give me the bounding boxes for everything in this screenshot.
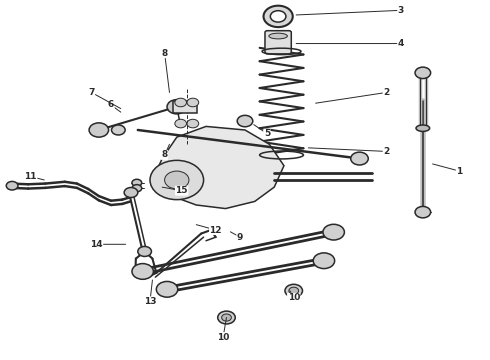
Circle shape <box>187 119 199 128</box>
Text: 3: 3 <box>296 6 404 15</box>
Circle shape <box>323 224 344 240</box>
Circle shape <box>187 98 199 107</box>
Text: 1: 1 <box>433 164 463 176</box>
Circle shape <box>167 100 187 114</box>
Circle shape <box>6 181 18 190</box>
Circle shape <box>112 125 125 135</box>
Circle shape <box>415 206 431 218</box>
Circle shape <box>156 282 178 297</box>
Text: 8: 8 <box>162 49 170 93</box>
Circle shape <box>415 67 431 78</box>
FancyBboxPatch shape <box>173 101 197 113</box>
Circle shape <box>270 11 286 22</box>
Text: 9: 9 <box>230 232 244 242</box>
Circle shape <box>237 115 253 127</box>
Circle shape <box>221 314 231 321</box>
Circle shape <box>285 284 302 297</box>
Text: 8: 8 <box>162 144 170 159</box>
Circle shape <box>132 185 142 192</box>
Circle shape <box>175 98 187 107</box>
Circle shape <box>289 287 298 294</box>
Text: 15: 15 <box>162 186 188 195</box>
Text: 7: 7 <box>88 88 121 109</box>
Text: 10: 10 <box>217 318 229 342</box>
Ellipse shape <box>269 33 288 39</box>
Ellipse shape <box>416 125 430 131</box>
Circle shape <box>264 6 293 27</box>
Text: 2: 2 <box>316 88 390 103</box>
Circle shape <box>175 119 187 128</box>
Circle shape <box>89 123 109 137</box>
Circle shape <box>124 188 138 198</box>
Polygon shape <box>152 126 284 208</box>
Text: 6: 6 <box>108 100 121 112</box>
Text: 4: 4 <box>296 39 404 48</box>
Text: 12: 12 <box>196 225 222 234</box>
Circle shape <box>218 311 235 324</box>
Circle shape <box>150 160 203 200</box>
Circle shape <box>313 253 335 269</box>
Circle shape <box>132 179 142 186</box>
Circle shape <box>351 152 368 165</box>
Text: 14: 14 <box>90 240 125 249</box>
Text: 13: 13 <box>144 280 156 306</box>
Text: 10: 10 <box>288 291 300 302</box>
FancyBboxPatch shape <box>265 31 291 54</box>
Text: 5: 5 <box>254 125 270 138</box>
Text: 2: 2 <box>308 147 390 156</box>
Circle shape <box>138 247 151 256</box>
Text: 11: 11 <box>24 172 44 181</box>
Circle shape <box>165 171 189 189</box>
Circle shape <box>132 264 153 279</box>
